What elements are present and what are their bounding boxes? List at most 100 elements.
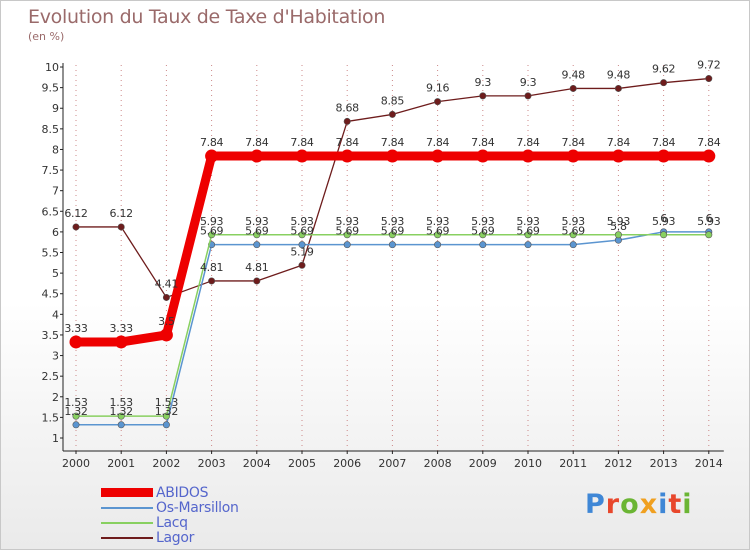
legend-swatch [101, 536, 153, 539]
data-label: 9.48 [562, 68, 586, 81]
data-label: 4.81 [200, 261, 223, 274]
data-point [114, 335, 128, 349]
data-point [117, 412, 125, 420]
legend-label: Os-Marsillon [156, 499, 239, 516]
data-label: 6.12 [64, 207, 87, 220]
data-label: 5.69 [381, 225, 405, 238]
data-label: 7.84 [697, 136, 721, 149]
series-lines [69, 75, 716, 429]
y-tick-label: 3 [52, 350, 59, 363]
x-tick-label: 2010 [514, 457, 542, 470]
data-point [159, 328, 173, 342]
y-tick-label: 1 [52, 432, 59, 445]
data-label: 5.93 [426, 215, 450, 228]
data-label: 5.69 [200, 225, 224, 238]
data-point [660, 231, 668, 239]
data-label: 4.41 [155, 277, 178, 290]
data-point [162, 412, 170, 420]
data-labels: 3.33 3.33 3.5 7.84 7.84 7.84 7.84 7.84 7.84 7.84 7… [64, 59, 721, 418]
y-tick-label: 9.5 [42, 82, 60, 95]
data-point [250, 149, 264, 163]
data-label: 8.85 [381, 94, 405, 107]
data-label: 5.93 [336, 215, 360, 228]
x-tick-label: 2008 [424, 457, 452, 470]
x-tick-label: 2001 [107, 457, 135, 470]
data-point [388, 241, 396, 249]
legend-item: Lagor [101, 530, 239, 546]
y-tick-label: 5.5 [42, 247, 60, 260]
data-point [479, 92, 487, 100]
y-tick-label: 5 [52, 267, 59, 280]
data-point [253, 231, 261, 239]
data-point [434, 98, 442, 106]
data-label: 7.84 [336, 136, 360, 149]
x-tick-label: 2011 [559, 457, 587, 470]
data-point [569, 241, 577, 249]
data-point [614, 231, 622, 239]
data-label: 1.32 [110, 405, 133, 418]
data-label: 5.93 [471, 215, 495, 228]
data-label: 1.32 [155, 405, 178, 418]
data-point [298, 261, 306, 269]
data-label: 1.53 [155, 396, 179, 409]
axes: 1 1.5 2 2.5 3 3.5 4 4.5 5 5.5 6 6.5 7 7.5 8 8.5 9 9.5 10 20… [42, 61, 724, 470]
data-label: 7.84 [290, 136, 314, 149]
data-label: 5.93 [652, 215, 676, 228]
data-label: 3.33 [64, 322, 88, 335]
data-label: 7.84 [516, 136, 540, 149]
data-label: 5.69 [336, 225, 360, 238]
data-label: 7.84 [562, 136, 586, 149]
legend-swatch [101, 521, 153, 524]
data-label: 6.12 [110, 207, 133, 220]
data-point [117, 421, 125, 429]
data-label: 5.93 [245, 215, 269, 228]
data-label: 5.93 [607, 215, 631, 228]
x-tick-label: 2013 [650, 457, 678, 470]
data-point [117, 223, 125, 231]
data-point [162, 293, 170, 301]
gridlines [75, 65, 710, 451]
data-label: 5.93 [290, 215, 314, 228]
data-point [660, 79, 668, 87]
data-point [162, 421, 170, 429]
data-label: 9.62 [652, 63, 675, 76]
data-label: 5.69 [471, 225, 495, 238]
x-tick-label: 2009 [469, 457, 497, 470]
data-label: 1.32 [64, 405, 87, 418]
data-point [569, 231, 577, 239]
data-point [566, 149, 580, 163]
data-label: 7.84 [245, 136, 269, 149]
y-tick-label: 4.5 [42, 288, 60, 301]
data-point [479, 241, 487, 249]
x-tick-label: 2012 [604, 457, 632, 470]
y-tick-label: 9 [52, 102, 59, 115]
data-point [253, 277, 261, 285]
data-point [298, 241, 306, 249]
x-tick-label: 2003 [198, 457, 226, 470]
y-tick-label: 2.5 [42, 370, 60, 383]
y-tick-label: 7.5 [42, 164, 60, 177]
data-point [205, 149, 219, 163]
y-tick-label: 1.5 [42, 411, 60, 424]
data-point [385, 149, 399, 163]
data-label: 5.93 [562, 215, 586, 228]
data-point [343, 117, 351, 125]
legend-swatch [101, 506, 153, 509]
legend-item: ABIDOS [101, 484, 239, 501]
data-point [524, 92, 532, 100]
chart-subtitle: (en %) [28, 30, 65, 43]
data-label: 9.16 [426, 82, 450, 95]
data-label: 1.53 [110, 396, 134, 409]
data-point [434, 241, 442, 249]
data-label: 9.3 [520, 76, 537, 89]
data-label: 3.33 [110, 322, 134, 335]
y-tick-label: 6 [52, 226, 59, 239]
data-point [295, 149, 309, 163]
y-tick-label: 10 [45, 61, 59, 74]
data-point [208, 277, 216, 285]
x-tick-label: 2014 [695, 457, 723, 470]
legend-label: ABIDOS [156, 484, 209, 501]
logo-letter: r [605, 489, 621, 520]
data-label: 7.84 [471, 136, 495, 149]
